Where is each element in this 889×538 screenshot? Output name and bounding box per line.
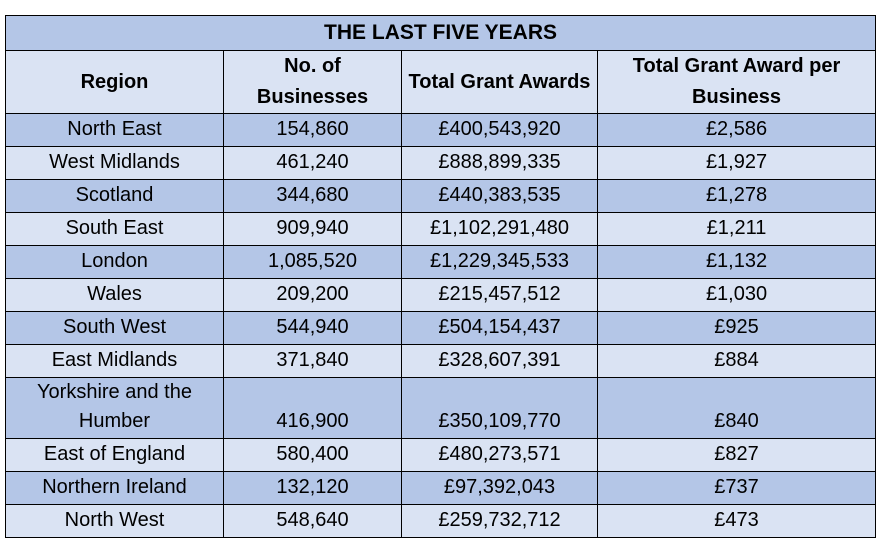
region-cell: North West xyxy=(5,504,224,538)
per-business-cell: £1,211 xyxy=(596,212,877,246)
total-grant-cell: £1,102,291,480 xyxy=(401,212,598,246)
per-business-cell: £840 xyxy=(596,377,877,439)
total-grant-cell: £440,383,535 xyxy=(401,179,598,213)
businesses-cell: 548,640 xyxy=(223,504,402,538)
businesses-cell: 1,085,520 xyxy=(223,245,402,279)
per-business-cell: £737 xyxy=(596,471,877,505)
region-cell: South East xyxy=(5,212,224,246)
per-business-cell: £2,586 xyxy=(596,113,877,147)
total-grant-cell: £1,229,345,533 xyxy=(401,245,598,279)
total-grant-cell: £480,273,571 xyxy=(401,438,598,472)
businesses-cell: 461,240 xyxy=(223,146,402,180)
total-grant-cell: £259,732,712 xyxy=(401,504,598,538)
column-header-award-per-business: Total Grant Award per Business xyxy=(596,50,877,114)
table-row: East of England 580,400 £480,273,571 £82… xyxy=(5,438,877,472)
businesses-cell: 416,900 xyxy=(223,377,402,439)
column-header-businesses: No. of Businesses xyxy=(223,50,402,114)
table-row: North East 154,860 £400,543,920 £2,586 xyxy=(5,113,877,147)
per-business-cell: £884 xyxy=(596,344,877,378)
grant-awards-table: THE LAST FIVE YEARS Region No. of Busine… xyxy=(4,15,877,538)
region-cell: East of England xyxy=(5,438,224,472)
region-cell: Scotland xyxy=(5,179,224,213)
table-row: Yorkshire and the Humber 416,900 £350,10… xyxy=(5,377,877,439)
region-cell: Yorkshire and the Humber xyxy=(5,377,224,439)
businesses-cell: 909,940 xyxy=(223,212,402,246)
region-cell: West Midlands xyxy=(5,146,224,180)
businesses-cell: 371,840 xyxy=(223,344,402,378)
businesses-cell: 544,940 xyxy=(223,311,402,345)
table-title: THE LAST FIVE YEARS xyxy=(4,15,877,51)
column-header-total-grant-awards: Total Grant Awards xyxy=(401,50,598,114)
region-cell: London xyxy=(5,245,224,279)
table-row: South West 544,940 £504,154,437 £925 xyxy=(5,311,877,345)
total-grant-cell: £215,457,512 xyxy=(401,278,598,312)
table-body: North East 154,860 £400,543,920 £2,586 W… xyxy=(5,113,877,538)
table-header-row: Region No. of Businesses Total Grant Awa… xyxy=(5,50,877,114)
region-cell: Northern Ireland xyxy=(5,471,224,505)
businesses-cell: 344,680 xyxy=(223,179,402,213)
table-row: Scotland 344,680 £440,383,535 £1,278 xyxy=(5,179,877,213)
region-cell: North East xyxy=(5,113,224,147)
column-header-region: Region xyxy=(5,50,224,114)
total-grant-cell: £400,543,920 xyxy=(401,113,598,147)
per-business-cell: £1,278 xyxy=(596,179,877,213)
per-business-cell: £1,927 xyxy=(596,146,877,180)
table-row: North West 548,640 £259,732,712 £473 xyxy=(5,504,877,538)
per-business-cell: £1,030 xyxy=(596,278,877,312)
total-grant-cell: £888,899,335 xyxy=(401,146,598,180)
table-row: Wales 209,200 £215,457,512 £1,030 xyxy=(5,278,877,312)
per-business-cell: £827 xyxy=(596,438,877,472)
total-grant-cell: £328,607,391 xyxy=(401,344,598,378)
region-cell: South West xyxy=(5,311,224,345)
businesses-cell: 209,200 xyxy=(223,278,402,312)
per-business-cell: £925 xyxy=(596,311,877,345)
businesses-cell: 132,120 xyxy=(223,471,402,505)
businesses-cell: 154,860 xyxy=(223,113,402,147)
table-row: West Midlands 461,240 £888,899,335 £1,92… xyxy=(5,146,877,180)
region-cell: East Midlands xyxy=(5,344,224,378)
region-cell: Wales xyxy=(5,278,224,312)
per-business-cell: £1,132 xyxy=(596,245,877,279)
total-grant-cell: £97,392,043 xyxy=(401,471,598,505)
total-grant-cell: £350,109,770 xyxy=(401,377,598,439)
table-row: East Midlands 371,840 £328,607,391 £884 xyxy=(5,344,877,378)
table-row: London 1,085,520 £1,229,345,533 £1,132 xyxy=(5,245,877,279)
table-row: Northern Ireland 132,120 £97,392,043 £73… xyxy=(5,471,877,505)
table-row: South East 909,940 £1,102,291,480 £1,211 xyxy=(5,212,877,246)
businesses-cell: 580,400 xyxy=(223,438,402,472)
per-business-cell: £473 xyxy=(596,504,877,538)
total-grant-cell: £504,154,437 xyxy=(401,311,598,345)
table-title-row: THE LAST FIVE YEARS xyxy=(4,15,877,51)
